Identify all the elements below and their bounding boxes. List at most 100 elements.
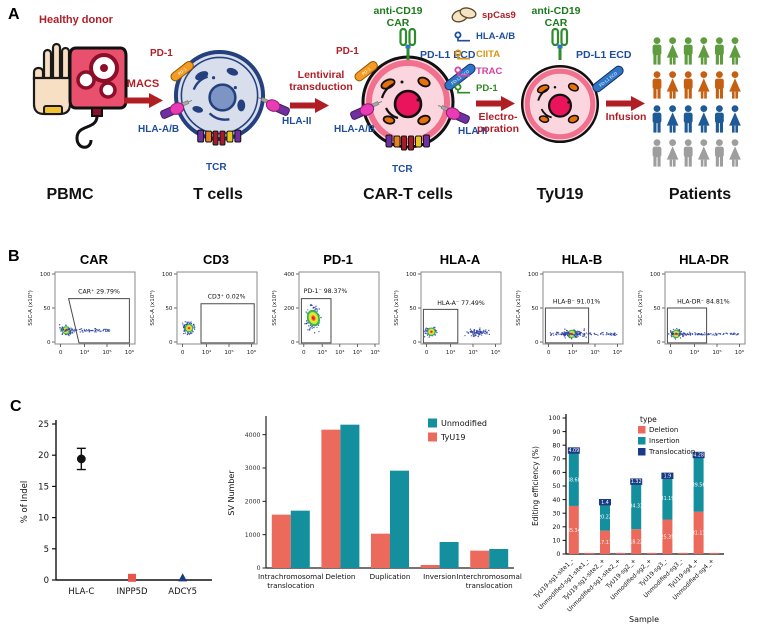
editing-efficiency-chart: 0 10 20 30 40 50 60 70 80 90 100 Editing efficiency…: [526, 396, 758, 635]
svg-text:PD-1: PD-1: [177, 66, 188, 76]
stack-segment-insertion: [600, 503, 610, 531]
svg-text:CAR⁺ 29.79%: CAR⁺ 29.79%: [78, 289, 120, 296]
svg-text:4.28: 4.28: [693, 453, 704, 459]
person-icon: [666, 139, 679, 167]
macs-label: MACS: [126, 78, 160, 90]
hla-marker-icon: [158, 95, 194, 128]
svg-text:10⁴: 10⁴: [446, 349, 456, 356]
person-icon: [729, 139, 741, 167]
sgrna-squiggle-icon: [454, 83, 470, 94]
svg-text:1.4: 1.4: [601, 500, 609, 506]
infusion-label: Infusion: [605, 111, 647, 123]
bar-unmodified: [340, 424, 360, 568]
svg-text:0: 0: [669, 350, 673, 356]
lentiviral-label: Lentiviral transduction: [289, 69, 353, 93]
car-receptor-icon: [396, 27, 420, 65]
flow-plot-cd3: SSC-A (x10⁵) 0 50 100 CD3⁺ 0.02% 0 10⁴ 10⁵ 10⁶: [149, 271, 258, 356]
svg-text:100: 100: [162, 272, 173, 278]
person-icon: [683, 105, 693, 133]
svg-text:50: 50: [165, 306, 173, 312]
svg-text:HLA-C: HLA-C: [68, 587, 94, 597]
flow-plot-hla-a: SSC-A (x10⁵) 0 50 100 HLA-A⁻ 77.49% 0 10⁴ 10⁵ 10…: [393, 271, 502, 356]
svg-text:38.68: 38.68: [567, 477, 581, 483]
flow-plot-block: CAR SSC-A (x10⁵) 0 50 100 CAR⁺ 29.79% 0 10⁴ 10⁵ 1…: [22, 252, 141, 376]
svg-text:30: 30: [552, 509, 560, 517]
svg-text:10⁴: 10⁴: [80, 349, 90, 356]
person-icon: [683, 71, 693, 99]
person-icon: [666, 105, 679, 133]
stage-tyu19: TyU19: [536, 186, 584, 203]
svg-text:TyU19: TyU19: [440, 433, 465, 442]
svg-text:20.22: 20.22: [598, 515, 612, 521]
svg-text:0: 0: [291, 340, 295, 346]
person-icon: [698, 71, 710, 99]
sgrna-squiggle-icon: [454, 66, 470, 77]
sgrna-item-label: HLA-A/B: [476, 30, 516, 42]
bar-tyu19: [420, 565, 440, 568]
stack-segment-insertion: [631, 482, 642, 530]
person-icon: [666, 37, 679, 65]
panel-c: C 0 5 10 15 20 25 % of Indel HLA-C INPP5D ADCY5 0…: [0, 398, 758, 628]
car-receptor-icon: [551, 27, 569, 60]
svg-text:10³: 10³: [318, 349, 327, 356]
person-icon: [715, 71, 724, 99]
svg-text:PD-1⁻ 98.37%: PD-1⁻ 98.37%: [304, 288, 348, 295]
t-cell-illustration: [172, 49, 267, 155]
sgrna-item-label: PD-1: [476, 82, 498, 94]
svg-text:HLA-B⁻ 91.01%: HLA-B⁻ 91.01%: [553, 299, 601, 306]
svg-text:HLA-DR⁻ 84.81%: HLA-DR⁻ 84.81%: [677, 299, 730, 306]
person-icon: [729, 105, 741, 133]
svg-text:50: 50: [409, 306, 417, 312]
panel-b-label: B: [8, 248, 20, 265]
hla-marker-icon: [160, 99, 193, 119]
tyu19-anti-cd19-label: anti-CD19 CAR: [531, 5, 581, 29]
svg-text:1.32: 1.32: [631, 479, 642, 485]
flow-plot-title: CD3: [202, 252, 229, 267]
stack-segment-deletion: [646, 552, 657, 554]
svg-text:1000: 1000: [245, 532, 261, 539]
svg-text:10⁴: 10⁴: [568, 349, 578, 356]
pdl1-pill-icon: PD-L1 ECD: [592, 65, 624, 93]
person-icon: [715, 105, 724, 133]
svg-text:10⁴: 10⁴: [335, 349, 345, 356]
person-icon: [715, 37, 724, 65]
svg-text:Sample: Sample: [629, 615, 659, 624]
svg-text:10⁵: 10⁵: [590, 349, 599, 356]
svg-text:Duplication: Duplication: [370, 572, 411, 581]
svg-text:31.11: 31.11: [692, 531, 706, 537]
svg-text:Deletion: Deletion: [325, 572, 355, 581]
stack-segment-deletion: [631, 529, 642, 554]
stack-segment-insertion: [568, 453, 579, 506]
svg-text:0: 0: [302, 350, 306, 356]
svg-text:15: 15: [38, 482, 49, 492]
svg-text:0: 0: [44, 576, 49, 586]
svg-text:0: 0: [47, 340, 51, 346]
flow-plot-block: CD3 SSC-A (x10⁵) 0 50 100 CD3⁺ 0.02% 0 10⁴ 10⁵ 10…: [144, 252, 263, 376]
svg-text:2000: 2000: [245, 499, 261, 506]
svg-text:0: 0: [413, 340, 417, 346]
panel-a-label: A: [8, 6, 20, 23]
healthy-donor-label: Healthy donor: [39, 14, 113, 26]
stack-segment-deletion: [709, 552, 720, 554]
donor-hand-bloodbag-icon: [32, 42, 128, 149]
svg-text:Translocation: Translocation: [648, 448, 695, 456]
svg-text:50: 50: [552, 482, 560, 490]
flow-plot-title: CAR: [79, 252, 109, 267]
person-icon: [652, 139, 662, 167]
sgrna-squiggle-icon: [454, 31, 470, 42]
tcell-pd1-label: PD-1: [150, 48, 173, 59]
flow-plot-block: PD-1 SSC-A (x10⁴) 0 200 400 PD-1⁻ 98.37% 0 10³ 1…: [266, 252, 385, 376]
svg-text:25: 25: [38, 420, 49, 430]
panel-a: A Healthy donor PBMC MACS PD-1 PD-1 HLA-…: [0, 0, 758, 238]
svg-text:Editing efficiency (%): Editing efficiency (%): [531, 446, 540, 526]
sgrna-item-label: CIITA: [476, 48, 501, 60]
svg-text:10⁵: 10⁵: [102, 349, 111, 356]
person-icon: [652, 37, 662, 65]
cart-hla-ab-label: HLA-A/B: [334, 124, 376, 135]
svg-text:4.09: 4.09: [568, 448, 579, 454]
legend-swatch: [638, 437, 646, 445]
svg-text:10⁶: 10⁶: [491, 349, 501, 356]
stack-segment-insertion: [693, 457, 704, 512]
svg-text:CD3⁺ 0.02%: CD3⁺ 0.02%: [208, 294, 246, 301]
svg-text:Intrachromosomal: Intrachromosomal: [258, 572, 324, 581]
